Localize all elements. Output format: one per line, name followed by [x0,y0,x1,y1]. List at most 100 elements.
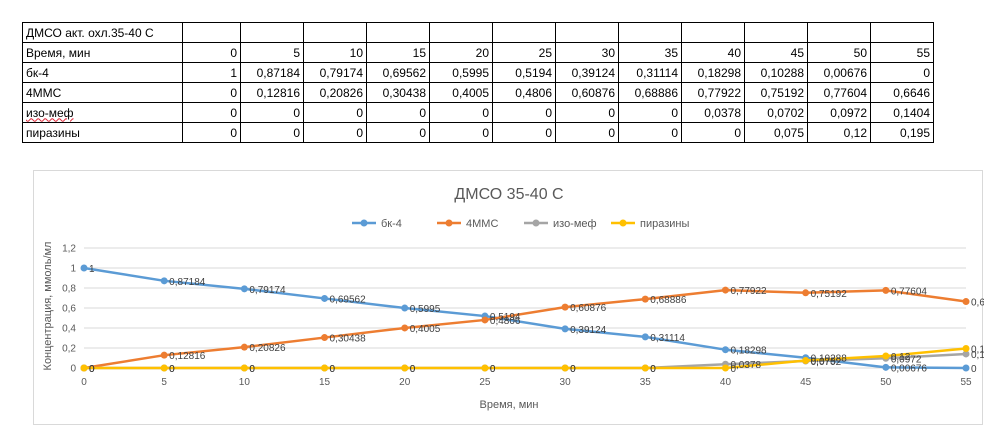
data-point [721,364,729,372]
value-cell[interactable]: 0,0702 [744,102,808,123]
value-cell[interactable]: 0,12816 [240,82,304,103]
table-cell[interactable] [492,22,556,43]
value-cell[interactable]: 0,0378 [681,102,745,123]
time-cell[interactable]: 25 [492,42,556,63]
value-cell[interactable]: 0,30438 [366,82,430,103]
value-cell[interactable]: 1 [182,62,241,83]
data-label: 0 [169,364,175,375]
value-cell[interactable]: 0,5194 [492,62,556,83]
data-label: 0,195 [971,345,984,356]
value-cell[interactable]: 0,77604 [807,82,871,103]
table-cell[interactable] [555,22,619,43]
value-cell[interactable]: 0,20826 [303,82,367,103]
value-cell[interactable]: 0 [182,82,241,103]
value-cell[interactable]: 0 [555,102,619,123]
data-label: 0,68886 [650,295,687,306]
x-axis-ticks: 0 5 10 15 20 25 30 35 40 45 50 55 [81,377,972,388]
y-tick-label: 0,6 [62,304,76,315]
x-tick-label: 35 [640,377,652,388]
time-cell[interactable]: 0 [182,42,241,63]
time-cell[interactable]: 40 [681,42,745,63]
value-cell[interactable]: 0,75192 [744,82,808,103]
value-cell[interactable]: 0 [492,102,556,123]
value-cell[interactable]: 0,87184 [240,62,304,83]
value-cell[interactable]: 0,6646 [870,82,934,103]
value-cell[interactable]: 0 [429,122,493,143]
time-cell[interactable]: 50 [807,42,871,63]
table-cell[interactable] [681,22,745,43]
table-cell[interactable] [182,22,241,43]
data-label: 0,4005 [410,324,441,335]
value-cell[interactable]: 0 [240,122,304,143]
value-cell[interactable]: 0,10288 [744,62,808,83]
value-cell[interactable]: 0,5995 [429,62,493,83]
data-labels: 1 0,87184 0,79174 0,69562 0,5995 0,5194 0,3912… [89,264,984,375]
value-cell[interactable]: 0,075 [744,122,808,143]
row-label-cell[interactable]: пиразины [22,122,183,143]
value-cell[interactable]: 0,18298 [681,62,745,83]
value-cell[interactable]: 0,39124 [555,62,619,83]
time-cell[interactable]: 30 [555,42,619,63]
row-label-cell[interactable]: 4ММС [22,82,183,103]
time-cell[interactable]: 55 [870,42,934,63]
table-cell[interactable] [366,22,430,43]
value-cell[interactable]: 0,12 [807,122,871,143]
value-cell[interactable]: 0,0972 [807,102,871,123]
table-cell[interactable] [303,22,367,43]
value-cell[interactable]: 0,31114 [618,62,682,83]
value-cell[interactable]: 0,4005 [429,82,493,103]
data-point [160,364,168,372]
value-cell[interactable]: 0 [870,62,934,83]
time-cell[interactable]: 10 [303,42,367,63]
value-cell[interactable]: 0 [303,102,367,123]
table-title-cell[interactable]: ДМСО акт. охл.35-40 С [22,22,183,43]
value-cell[interactable]: 0,00676 [807,62,871,83]
value-cell[interactable]: 0 [429,102,493,123]
value-cell[interactable]: 0 [618,102,682,123]
table-cell[interactable] [744,22,808,43]
time-cell[interactable]: 35 [618,42,682,63]
data-point [401,364,409,372]
data-point [721,286,729,294]
value-cell[interactable]: 0,4806 [492,82,556,103]
value-cell[interactable]: 0 [303,122,367,143]
value-cell[interactable]: 0 [366,122,430,143]
value-cell[interactable]: 0 [492,122,556,143]
data-point [160,351,168,359]
value-cell[interactable]: 0 [182,122,241,143]
data-label: 0 [650,364,656,375]
value-cell[interactable]: 0,69562 [366,62,430,83]
value-cell[interactable]: 0 [681,122,745,143]
value-cell[interactable]: 0,68886 [618,82,682,103]
table-row-4mmc: 4ММС 0 0,12816 0,20826 0,30438 0,4005 0,… [22,82,934,103]
value-cell[interactable]: 0,60876 [555,82,619,103]
time-cell[interactable]: 45 [744,42,808,63]
header-label-cell[interactable]: Время, мин [22,42,183,63]
value-cell[interactable]: 0 [618,122,682,143]
value-cell[interactable]: 0 [182,102,241,123]
value-cell[interactable]: 0,79174 [303,62,367,83]
row-label-cell[interactable]: изо-меф [22,102,183,123]
data-point [160,277,168,285]
time-cell[interactable]: 5 [240,42,304,63]
y-tick-label: 0 [70,364,76,375]
table-cell[interactable] [807,22,871,43]
value-cell[interactable]: 0,1404 [870,102,934,123]
data-label: 0,18298 [730,346,767,357]
value-cell[interactable]: 0 [555,122,619,143]
row-label-cell[interactable]: бк-4 [22,62,183,83]
chart-area[interactable]: ДМСО 35-40 С бк-4 4ММС изо-меф пиразины 0 0,… [33,170,984,425]
legend-label: изо-меф [553,218,597,230]
legend-marker [532,219,540,227]
table-cell[interactable] [618,22,682,43]
value-cell[interactable]: 0,77922 [681,82,745,103]
time-cell[interactable]: 20 [429,42,493,63]
data-point [802,289,810,297]
table-cell[interactable] [429,22,493,43]
table-cell[interactable] [240,22,304,43]
time-cell[interactable]: 15 [366,42,430,63]
value-cell[interactable]: 0 [240,102,304,123]
value-cell[interactable]: 0 [366,102,430,123]
value-cell[interactable]: 0,195 [870,122,934,143]
table-cell[interactable] [870,22,934,43]
